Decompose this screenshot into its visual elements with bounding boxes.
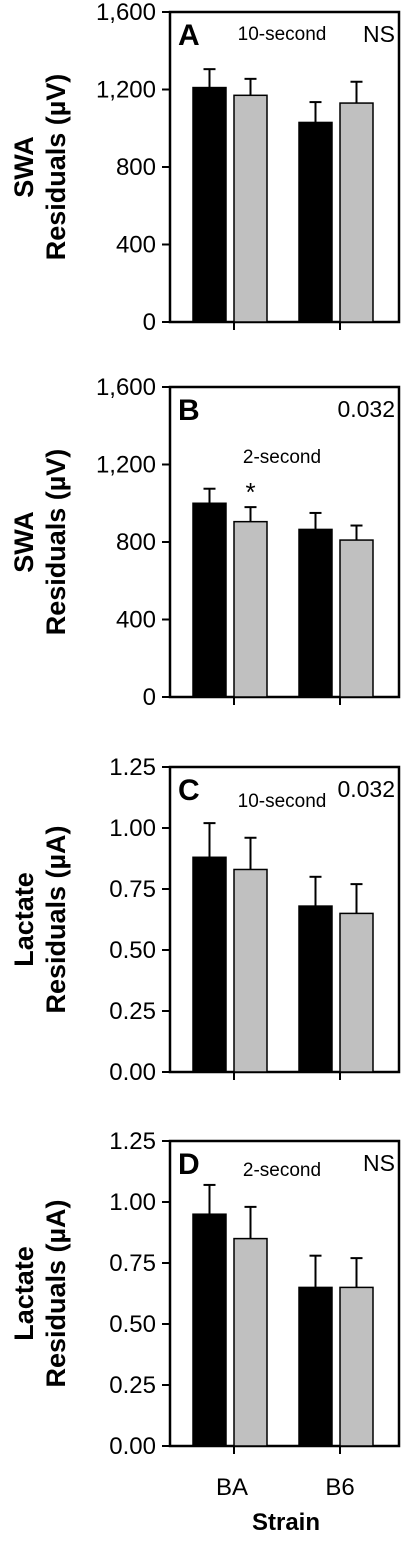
y-tick-label: 0.00 xyxy=(109,1059,156,1086)
panel-letter: A xyxy=(178,19,200,52)
y-tick-label: 1.25 xyxy=(109,754,156,781)
y-tick-label: 800 xyxy=(116,529,156,556)
x-category-label: BA xyxy=(216,1474,248,1501)
y-tick-label: 1.00 xyxy=(109,815,156,842)
chart-panel-a: 0 400 800 1,200 1,600 A 10-second NS SWA Residual… xyxy=(9,0,401,336)
panel-subtitle: 2-second xyxy=(243,447,321,468)
chart-panel-c: 0.00 0.25 0.50 0.75 1.00 1.25 C 10-second 0.032 L… xyxy=(9,754,401,1086)
y-tick-label: 0 xyxy=(143,309,156,336)
y-tick-label: 0.00 xyxy=(109,1433,156,1460)
y-tick-label: 400 xyxy=(116,607,156,634)
y-tick-label: 1.25 xyxy=(109,1128,156,1155)
y-tick-label: 1.00 xyxy=(109,1189,156,1216)
y-axis-label-line1: SWA xyxy=(9,136,39,198)
bar-b6-series-2 xyxy=(339,1286,374,1447)
bar-ba-series-2 xyxy=(233,868,268,1073)
x-category-label: B6 xyxy=(325,1474,354,1501)
bar-ba-series-1 xyxy=(192,502,227,698)
y-tick-label: 1,600 xyxy=(96,0,156,26)
panel-stat: 0.032 xyxy=(337,776,395,802)
y-tick-label: 1,200 xyxy=(96,452,156,479)
bar-b6-series-1 xyxy=(298,1286,333,1447)
y-axis-label-line2: Residuals (µV) xyxy=(41,449,71,636)
y-tick-label: 0.50 xyxy=(109,937,156,964)
y-tick-label: 0.75 xyxy=(109,1250,156,1277)
chart-panel-d: 0.00 0.25 0.50 0.75 1.00 1.25 D 2-second NS Lacta… xyxy=(9,1128,401,1460)
y-axis-label-line1: SWA xyxy=(9,511,39,573)
y-tick-label: 0.25 xyxy=(109,998,156,1025)
y-tick-label: 800 xyxy=(116,154,156,181)
panel-stat: NS xyxy=(363,1150,395,1176)
bar-b6-series-1 xyxy=(298,905,333,1073)
x-axis-label: Strain xyxy=(252,1509,320,1536)
y-tick-label: 1,200 xyxy=(96,77,156,104)
bar-b6-series-2 xyxy=(339,912,374,1073)
bar-b6-series-1 xyxy=(298,528,333,698)
bar-ba-series-2 xyxy=(233,520,268,698)
bar-ba-series-2 xyxy=(233,1237,268,1447)
bar-ba-series-2 xyxy=(233,94,268,323)
bar-b6-series-2 xyxy=(339,102,374,323)
panel-subtitle: 2-second xyxy=(243,1160,321,1181)
panel-subtitle: 10-second xyxy=(238,791,327,812)
y-tick-label: 1,600 xyxy=(96,374,156,401)
plot-frame xyxy=(168,765,401,1074)
y-axis-label-line2: Residuals (µA) xyxy=(41,1199,71,1387)
panel-stat: NS xyxy=(363,21,395,47)
y-tick-label: 0.25 xyxy=(109,1372,156,1399)
y-axis-label-line1: Lactate xyxy=(9,872,39,967)
significance-marker: * xyxy=(245,477,255,507)
bar-ba-series-1 xyxy=(192,1213,227,1447)
chart-panel-b: 0 400 800 1,200 1,600 * B 2-second 0.032 SWA Resid… xyxy=(9,374,401,711)
bar-ba-series-1 xyxy=(192,856,227,1073)
y-tick-label: 0 xyxy=(143,684,156,711)
y-tick-label: 400 xyxy=(116,232,156,259)
panel-stat: 0.032 xyxy=(337,396,395,422)
y-axis-label-line2: Residuals (µV) xyxy=(41,74,71,261)
y-tick-label: 0.50 xyxy=(109,1311,156,1338)
y-axis-label-line2: Residuals (µA) xyxy=(41,825,71,1013)
panel-letter: C xyxy=(178,774,200,807)
panel-letter: B xyxy=(178,394,200,427)
panel-subtitle: 10-second xyxy=(238,24,327,45)
y-axis-label-line1: Lactate xyxy=(9,1246,39,1341)
bar-b6-series-2 xyxy=(339,539,374,698)
bar-ba-series-1 xyxy=(192,86,227,323)
panel-letter: D xyxy=(178,1148,200,1181)
bar-b6-series-1 xyxy=(298,121,333,323)
plot-frame xyxy=(168,1139,401,1448)
y-tick-label: 0.75 xyxy=(109,876,156,903)
